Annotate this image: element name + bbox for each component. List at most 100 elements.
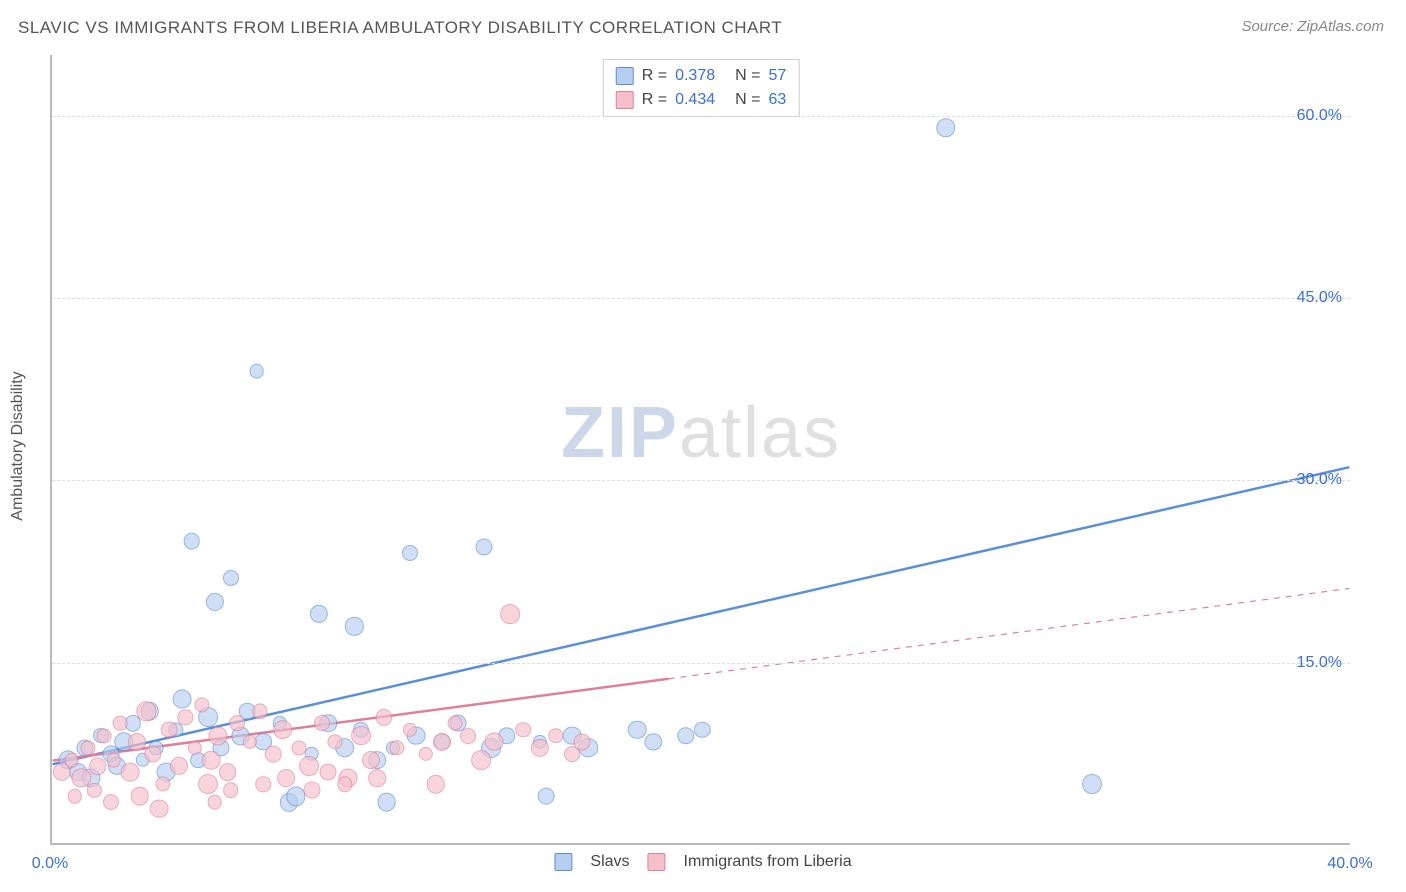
scatter-point: [178, 710, 193, 725]
grid-line: [52, 116, 1350, 117]
scatter-point: [500, 604, 520, 624]
source-attribution: Source: ZipAtlas.com: [1241, 18, 1384, 35]
grid-line: [52, 480, 1350, 481]
r-value-slavs: 0.378: [675, 64, 715, 88]
scatter-point: [548, 728, 563, 743]
scatter-point: [419, 747, 433, 761]
scatter-point: [161, 721, 178, 738]
scatter-point: [265, 745, 282, 762]
scatter-point: [292, 740, 307, 755]
scatter-point: [694, 721, 711, 738]
r-value-liberia: 0.434: [675, 88, 715, 112]
scatter-point: [68, 789, 82, 803]
scatter-point: [127, 733, 145, 751]
scatter-point: [155, 777, 170, 792]
legend-swatch-icon: [648, 853, 666, 871]
scatter-point: [448, 716, 463, 731]
scatter-point: [485, 732, 504, 751]
scatter-point: [515, 722, 531, 738]
scatter-point: [337, 777, 352, 792]
grid-line: [52, 663, 1350, 664]
scatter-point: [476, 539, 493, 556]
scatter-point: [64, 753, 79, 768]
scatter-point: [538, 788, 555, 805]
y-tick-label: 30.0%: [1297, 471, 1342, 489]
scatter-point: [229, 716, 245, 732]
scatter-point: [207, 795, 222, 810]
scatter-point: [471, 750, 491, 770]
scatter-point: [401, 545, 417, 561]
scatter-point: [97, 728, 112, 743]
scatter-point: [303, 782, 320, 799]
watermark-atlas: atlas: [679, 393, 841, 473]
x-tick-label: 0.0%: [32, 855, 68, 873]
scatter-point: [106, 753, 121, 768]
scatter-point: [223, 782, 239, 798]
grid-line: [52, 298, 1350, 299]
scatter-point: [89, 757, 107, 775]
scatter-point: [936, 118, 955, 137]
scatter-point: [198, 774, 218, 794]
r-label: R =: [642, 64, 667, 88]
scatter-point: [645, 733, 662, 750]
n-value-slavs: 57: [768, 64, 786, 88]
scatter-point: [255, 776, 271, 792]
scatter-point: [628, 720, 647, 739]
scatter-point: [252, 704, 267, 719]
scatter-point: [102, 794, 118, 810]
watermark: ZIPatlas: [561, 392, 841, 474]
stats-row-liberia: R = 0.434 N = 63: [616, 88, 787, 112]
scatter-point: [130, 787, 149, 806]
scatter-point: [345, 617, 363, 635]
scatter-point: [1082, 774, 1102, 794]
chart-title: SLAVIC VS IMMIGRANTS FROM LIBERIA AMBULA…: [18, 18, 782, 38]
scatter-point: [573, 733, 590, 750]
scatter-point: [426, 775, 444, 793]
scatter-point: [183, 533, 200, 550]
stats-legend-box: R = 0.378 N = 57 R = 0.434 N = 63: [603, 59, 800, 117]
y-tick-label: 45.0%: [1297, 289, 1342, 307]
legend-label: Immigrants from Liberia: [684, 853, 852, 871]
legend-label: Slavs: [590, 853, 629, 871]
bottom-legend: Slavs Immigrants from Liberia: [554, 853, 851, 871]
scatter-point: [320, 764, 337, 781]
scatter-point: [249, 364, 264, 379]
scatter-point: [309, 605, 327, 623]
trend-line: [669, 588, 1350, 678]
scatter-point: [205, 593, 223, 611]
x-tick-label: 40.0%: [1327, 855, 1372, 873]
trend-line: [53, 467, 1350, 764]
scatter-point: [202, 751, 221, 770]
swatch-pink-icon: [616, 91, 634, 109]
scatter-point: [351, 726, 371, 746]
scatter-point: [389, 740, 404, 755]
watermark-zip: ZIP: [561, 393, 679, 473]
y-tick-label: 60.0%: [1297, 107, 1342, 125]
scatter-point: [150, 799, 169, 818]
scatter-point: [219, 763, 237, 781]
scatter-point: [677, 727, 695, 745]
y-axis-title: Ambulatory Disability: [9, 371, 27, 520]
plot-area: ZIPatlas R = 0.378 N = 57 R = 0.434 N = …: [50, 55, 1350, 845]
scatter-point: [144, 745, 161, 762]
n-label: N =: [735, 64, 760, 88]
scatter-point: [80, 740, 95, 755]
scatter-point: [361, 751, 379, 769]
r-label: R =: [642, 88, 667, 112]
scatter-point: [368, 769, 386, 787]
scatter-point: [170, 757, 188, 775]
scatter-point: [375, 709, 391, 725]
y-tick-label: 15.0%: [1297, 654, 1342, 672]
legend-swatch-icon: [554, 853, 572, 871]
scatter-point: [460, 728, 476, 744]
scatter-point: [530, 739, 548, 757]
scatter-point: [433, 733, 451, 751]
scatter-point: [314, 716, 330, 732]
scatter-point: [121, 763, 140, 782]
n-label: N =: [735, 88, 760, 112]
scatter-point: [273, 720, 293, 740]
scatter-point: [277, 769, 295, 787]
n-value-liberia: 63: [768, 88, 786, 112]
scatter-point: [299, 756, 319, 776]
scatter-point: [87, 783, 101, 797]
